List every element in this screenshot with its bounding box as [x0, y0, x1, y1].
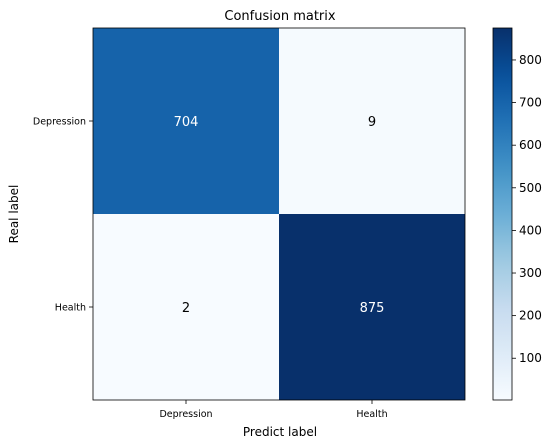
- cell-value-label: 875: [360, 301, 385, 316]
- cell-value-label: 704: [174, 115, 199, 130]
- x-tick-label: Depression: [159, 409, 212, 420]
- colorbar-tick-label: 800: [519, 53, 542, 67]
- colorbar-tick-label: 200: [519, 309, 542, 323]
- colorbar-tick-label: 300: [519, 266, 542, 280]
- x-axis-label: Predict label: [243, 425, 317, 439]
- cell-value-label: 9: [368, 115, 376, 130]
- y-tick-label: Depression: [33, 117, 86, 128]
- x-tick-label: Health: [356, 409, 387, 420]
- colorbar: 100 200 300 400 500 600 700 800: [492, 27, 542, 401]
- heatmap-cell: [279, 28, 465, 214]
- colorbar-tick-label: 600: [519, 138, 542, 152]
- chart-title: Confusion matrix: [224, 9, 335, 24]
- y-axis-ticks: Depression Health: [33, 117, 93, 314]
- heatmap-cell: [279, 214, 465, 400]
- y-axis-label: Real label: [7, 185, 21, 244]
- colorbar-tick-label: 100: [519, 351, 542, 365]
- colorbar-tick-label: 400: [519, 223, 542, 237]
- heatmap-matrix: 704 9 2 875: [92, 27, 466, 401]
- y-tick-label: Health: [55, 303, 86, 314]
- matrix-frame: [92, 27, 466, 401]
- colorbar-tick-label: 700: [519, 96, 542, 110]
- x-axis-ticks: Depression Health: [159, 400, 388, 420]
- colorbar-fill: [493, 28, 512, 400]
- cell-value-label: 2: [182, 301, 190, 316]
- heatmap-cell: [93, 214, 279, 400]
- heatmap-cell: [93, 28, 279, 214]
- colorbar-frame: [492, 27, 513, 401]
- colorbar-tick-label: 500: [519, 181, 542, 195]
